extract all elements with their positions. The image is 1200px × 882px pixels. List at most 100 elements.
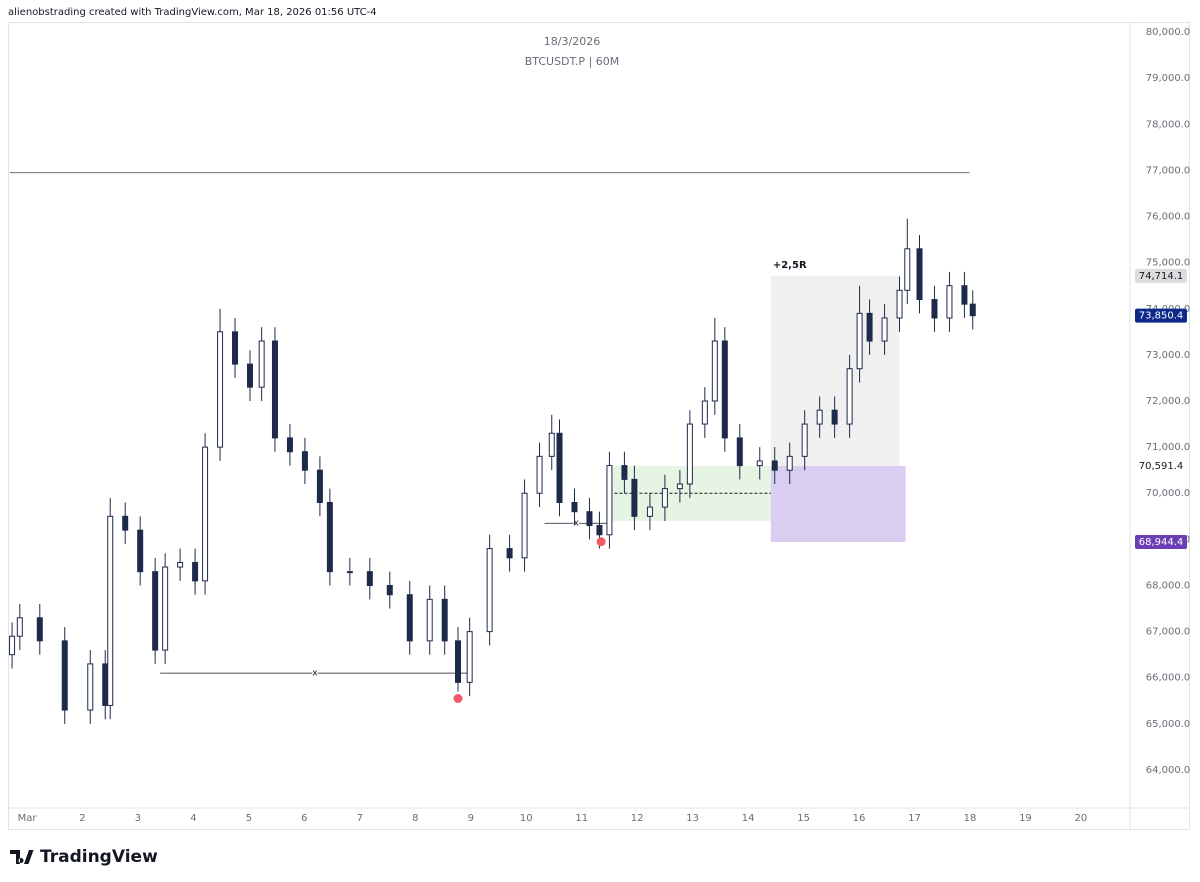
- x-tick-label: 14: [742, 813, 755, 824]
- candle-body: [286, 437, 293, 453]
- candle-body: [87, 663, 94, 711]
- candle-body: [736, 437, 743, 467]
- candle-body: [931, 299, 938, 319]
- candle-body: [686, 423, 693, 485]
- y-tick-label: 68,000.0: [1146, 580, 1191, 591]
- x-tick-label: 13: [686, 813, 699, 824]
- y-tick-label: 79,000.0: [1146, 73, 1191, 84]
- x-tick-label: 19: [1019, 813, 1032, 824]
- candle-body: [646, 506, 653, 517]
- price-label-box: [1135, 268, 1187, 283]
- candle-body: [904, 248, 911, 291]
- candle-body: [271, 340, 278, 439]
- candle-body: [946, 285, 953, 319]
- position-target: [770, 275, 900, 466]
- logo: TradingView: [10, 847, 158, 867]
- candle-body: [301, 451, 308, 471]
- candle-body: [801, 423, 808, 457]
- plot: +2,5R x x: [9, 172, 976, 724]
- price-label: 70,591.4: [1139, 461, 1184, 472]
- candle-body: [406, 594, 413, 642]
- candle-body: [631, 478, 638, 517]
- candle-body: [232, 331, 239, 365]
- x-tick-label: 20: [1075, 813, 1088, 824]
- brand: TradingView: [40, 847, 158, 867]
- candle-body: [346, 571, 353, 574]
- x-tick-label: 11: [575, 813, 588, 824]
- candle-body: [586, 511, 593, 527]
- candle-body: [366, 571, 373, 586]
- candle-body: [771, 460, 778, 471]
- x-tick-label: Mar: [18, 813, 38, 824]
- candle-body: [61, 640, 68, 711]
- candle-body: [571, 501, 578, 513]
- x-tick-label: 17: [908, 813, 921, 824]
- candle-body: [162, 566, 169, 651]
- y-tick-label: 71,000.0: [1146, 442, 1191, 453]
- x-tick-label: 6: [301, 813, 307, 824]
- candle-body: [831, 409, 838, 425]
- y-tick-label: 73,000.0: [1146, 350, 1191, 361]
- candle-body: [258, 340, 265, 388]
- candle-body: [16, 617, 23, 637]
- y-tick-label: 76,000.0: [1146, 212, 1191, 223]
- candle-body: [247, 363, 254, 388]
- price-label-box: [1135, 534, 1187, 549]
- candle-body: [916, 248, 923, 301]
- candle-body: [107, 515, 114, 706]
- chart-subtitle: BTCUSDT.P | 60M: [525, 55, 620, 68]
- candle-body: [217, 331, 224, 448]
- x-tick-label: 3: [135, 813, 141, 824]
- x-tick-label: 7: [357, 813, 363, 824]
- x-tick-label: 8: [412, 813, 418, 824]
- candle-body: [441, 598, 448, 642]
- candle-body: [816, 409, 823, 425]
- position-stop: [770, 465, 906, 542]
- candle-body: [701, 400, 708, 425]
- candle-body: [177, 561, 184, 568]
- candle-body: [122, 515, 129, 531]
- candle-body: [596, 525, 603, 536]
- candle-body: [866, 312, 873, 342]
- candle-body: [36, 617, 43, 642]
- candle-body: [881, 317, 888, 342]
- candle-body: [466, 631, 473, 683]
- candle-body: [426, 598, 433, 642]
- y-tick-label: 72,000.0: [1146, 396, 1191, 407]
- sweep-label: x: [312, 669, 318, 679]
- price-label-box: [1135, 308, 1187, 323]
- candle-body: [786, 455, 793, 471]
- x-tick-label: 16: [853, 813, 866, 824]
- candle-body: [856, 312, 863, 370]
- price-label: 73,850.4: [1139, 311, 1184, 322]
- price-label-box: [1135, 458, 1187, 473]
- credit: alienobstrading created with TradingView…: [8, 7, 377, 18]
- candle-body: [326, 501, 333, 573]
- candle-body: [606, 465, 613, 536]
- candle-body: [969, 303, 976, 317]
- candle-body: [506, 548, 513, 559]
- candle-body: [536, 455, 543, 494]
- y-tick-label: 80,000.0: [1146, 27, 1191, 38]
- sweep-dot: [596, 537, 606, 547]
- chart-title: 18/3/2026: [544, 35, 600, 48]
- candle-body: [661, 488, 668, 508]
- position-label: +2,5R: [773, 260, 807, 271]
- x-tick-label: 15: [797, 813, 810, 824]
- candle-body: [896, 289, 903, 319]
- candle-body: [756, 460, 763, 467]
- candle-body: [556, 432, 563, 503]
- x-tick-label: 18: [964, 813, 977, 824]
- x-tick-label: 4: [190, 813, 196, 824]
- candle-body: [711, 340, 718, 402]
- candle-body: [621, 465, 628, 480]
- candle-body: [676, 483, 683, 490]
- frame: [8, 22, 1190, 830]
- candle-body: [721, 340, 728, 439]
- candle-body: [548, 432, 555, 457]
- x-tick-label: 9: [468, 813, 474, 824]
- candle-body: [961, 285, 968, 305]
- y-tick-label: 64,000.0: [1146, 765, 1191, 776]
- candle-body: [455, 640, 462, 683]
